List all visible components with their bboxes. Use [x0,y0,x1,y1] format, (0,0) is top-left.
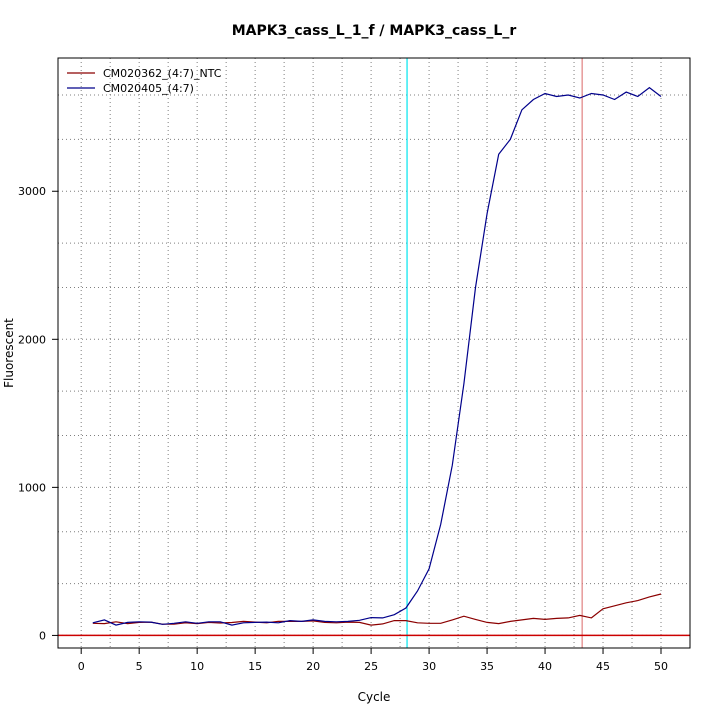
threshold-lines [58,58,690,648]
x-axis-ticks: 0 5 10 15 20 25 30 35 40 45 50 [78,648,668,673]
x-tick-label: 35 [480,660,494,673]
x-tick-label: 0 [78,660,85,673]
x-tick-label: 45 [596,660,610,673]
x-tick-label: 15 [248,660,262,673]
chart-title: MAPK3_cass_L_1_f / MAPK3_cass_L_r [232,23,517,39]
plot-frame [57,57,691,649]
y-axis-label: Fluorescent [2,318,16,388]
y-tick-label: 0 [39,629,46,642]
x-axis-label: Cycle [358,690,391,704]
x-tick-label: 20 [306,660,320,673]
x-tick-label: 50 [654,660,668,673]
x-tick-label: 40 [538,660,552,673]
legend-label: CM020362_(4:7)_NTC [103,67,222,80]
y-tick-label: 1000 [18,481,46,494]
legend: CM020362_(4:7)_NTC CM020405_(4:7) [67,67,222,95]
y-tick-label: 2000 [18,333,46,346]
series-lines [92,86,662,626]
x-tick-label: 10 [190,660,204,673]
series-line-2 [92,86,662,626]
y-axis-ticks: 0 1000 2000 3000 [18,185,58,642]
x-tick-label: 30 [422,660,436,673]
legend-label: CM020405_(4:7) [103,82,194,95]
x-tick-label: 25 [364,660,378,673]
grid-lines [58,58,690,648]
y-tick-label: 3000 [18,185,46,198]
x-tick-label: 5 [136,660,143,673]
series-line-1 [92,593,662,626]
